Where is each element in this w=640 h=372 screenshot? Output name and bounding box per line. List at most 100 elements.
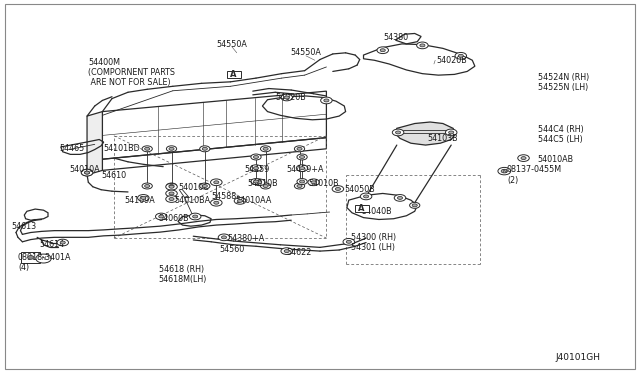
Text: 54010B: 54010B <box>308 179 339 187</box>
Circle shape <box>417 42 428 49</box>
Circle shape <box>250 165 262 171</box>
Circle shape <box>458 54 463 57</box>
Circle shape <box>169 147 174 150</box>
Circle shape <box>294 183 305 189</box>
Circle shape <box>360 193 372 200</box>
Text: 54010BA: 54010BA <box>174 196 210 205</box>
Text: 54050B: 54050B <box>344 185 375 194</box>
Text: 54040B: 54040B <box>362 207 392 216</box>
Text: 54550A: 54550A <box>216 40 247 49</box>
Circle shape <box>159 215 164 218</box>
Circle shape <box>300 155 305 158</box>
Circle shape <box>377 47 388 54</box>
Circle shape <box>28 256 34 259</box>
Circle shape <box>138 195 149 201</box>
Text: 54465: 54465 <box>59 144 84 153</box>
Circle shape <box>335 187 340 190</box>
Text: 54101BD: 54101BD <box>104 144 140 153</box>
Text: 54614: 54614 <box>40 240 65 249</box>
Text: A: A <box>358 204 365 213</box>
Circle shape <box>392 129 404 136</box>
Circle shape <box>297 185 302 187</box>
Text: 54459: 54459 <box>244 165 270 174</box>
FancyBboxPatch shape <box>227 71 241 78</box>
FancyBboxPatch shape <box>21 252 40 263</box>
Circle shape <box>169 185 174 187</box>
Circle shape <box>455 52 467 59</box>
Circle shape <box>211 179 222 186</box>
Circle shape <box>166 183 177 189</box>
Circle shape <box>142 183 152 189</box>
Circle shape <box>311 181 316 184</box>
Circle shape <box>257 181 262 184</box>
Circle shape <box>189 213 201 220</box>
Circle shape <box>166 196 177 202</box>
Circle shape <box>60 241 65 244</box>
Text: 54060B: 54060B <box>159 214 189 223</box>
FancyBboxPatch shape <box>355 205 369 212</box>
Circle shape <box>141 196 146 199</box>
Circle shape <box>145 147 150 150</box>
Circle shape <box>156 213 167 220</box>
Circle shape <box>169 198 174 201</box>
Text: 54618 (RH)
54618M(LH): 54618 (RH) 54618M(LH) <box>159 265 207 284</box>
Circle shape <box>263 185 268 187</box>
Circle shape <box>410 202 420 208</box>
Circle shape <box>396 131 401 134</box>
Circle shape <box>166 146 177 152</box>
Circle shape <box>260 146 271 152</box>
Text: 54103B: 54103B <box>428 134 458 143</box>
Circle shape <box>237 199 243 202</box>
Polygon shape <box>396 122 456 145</box>
Circle shape <box>364 195 369 198</box>
Circle shape <box>218 234 230 241</box>
Circle shape <box>332 186 344 192</box>
Circle shape <box>36 254 51 263</box>
Circle shape <box>169 185 174 188</box>
Text: 54300 (RH)
54301 (LH): 54300 (RH) 54301 (LH) <box>351 233 396 252</box>
Text: 54380+A: 54380+A <box>227 234 264 243</box>
Circle shape <box>296 165 308 171</box>
Text: 54524N (RH)
54525N (LH): 54524N (RH) 54525N (LH) <box>538 73 589 92</box>
Circle shape <box>294 146 305 152</box>
Circle shape <box>57 239 68 246</box>
Text: 54010B: 54010B <box>247 179 278 187</box>
Circle shape <box>300 167 305 170</box>
Circle shape <box>253 179 265 186</box>
Circle shape <box>498 167 511 175</box>
Circle shape <box>501 169 508 173</box>
Circle shape <box>445 129 457 136</box>
Circle shape <box>234 198 246 204</box>
Text: N: N <box>502 169 506 174</box>
Circle shape <box>518 155 529 161</box>
Text: 54010AA: 54010AA <box>236 196 272 205</box>
Circle shape <box>145 185 150 187</box>
Circle shape <box>397 196 403 199</box>
Circle shape <box>166 183 177 190</box>
Circle shape <box>300 180 305 183</box>
Text: 54622: 54622 <box>287 248 312 257</box>
Circle shape <box>200 146 210 152</box>
Text: 54010AB: 54010AB <box>538 155 573 164</box>
Text: 54550A: 54550A <box>291 48 321 57</box>
Text: 54610: 54610 <box>101 171 126 180</box>
Circle shape <box>253 167 259 170</box>
Circle shape <box>281 94 292 101</box>
Text: 54010A: 54010A <box>69 165 100 174</box>
Text: 544C4 (RH)
544C5 (LH): 544C4 (RH) 544C5 (LH) <box>538 125 583 144</box>
Circle shape <box>200 183 210 189</box>
Circle shape <box>84 171 90 174</box>
Text: J40101GH: J40101GH <box>556 353 600 362</box>
Circle shape <box>412 204 417 207</box>
Text: 54380: 54380 <box>383 33 408 42</box>
Circle shape <box>193 215 198 218</box>
Circle shape <box>81 169 93 176</box>
Text: 54613: 54613 <box>12 222 36 231</box>
Text: A: A <box>230 70 237 79</box>
Circle shape <box>169 192 174 195</box>
Circle shape <box>253 180 259 183</box>
Circle shape <box>84 171 90 174</box>
Circle shape <box>321 97 332 104</box>
Circle shape <box>221 236 227 239</box>
Circle shape <box>521 157 526 160</box>
